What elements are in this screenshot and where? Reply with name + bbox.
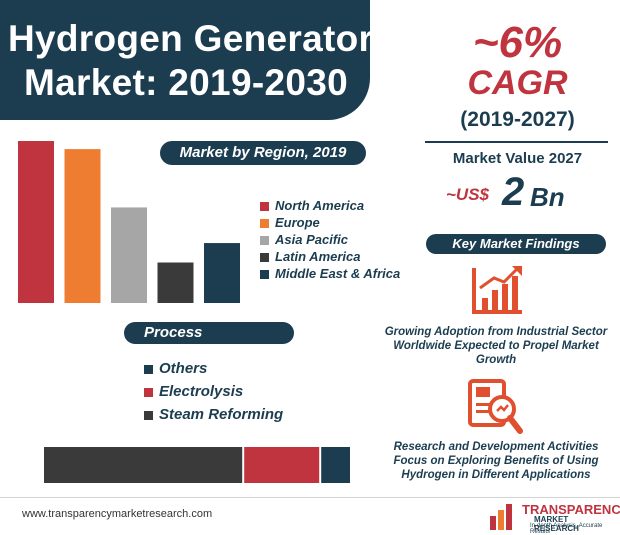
bar-latin-america (157, 262, 194, 303)
legend-label: Asia Pacific (275, 232, 348, 247)
legend-swatch (144, 388, 153, 397)
legend-swatch (260, 236, 269, 245)
title-line-2: Market: 2019-2030 (24, 62, 348, 103)
logo-line-2: MARKET RESEARCH (534, 515, 579, 533)
market-value-label: Market Value 2027 (452, 150, 583, 167)
bar-middle-east-africa (204, 243, 240, 303)
footer-url[interactable]: www.transparencymarketresearch.com (22, 508, 213, 520)
divider (425, 141, 608, 143)
cagr-period: (2019-2027) (460, 108, 575, 131)
bar-asia-pacific (111, 207, 147, 303)
legend-label: North America (275, 198, 365, 213)
legend-label: Middle East & Africa (275, 266, 401, 281)
region-bar-chart (18, 141, 240, 303)
market-value-number: 2 (502, 170, 525, 214)
findings-title: Key Market Findings (426, 234, 606, 254)
process-stacked-bar (44, 447, 350, 483)
legend-label: Latin America (275, 249, 361, 264)
logo-line-1: TRANSPARENCY (522, 502, 620, 517)
region-chart-title: Market by Region, 2019 (160, 141, 366, 165)
market-value-unit: Bn (530, 182, 565, 212)
legend-swatch (260, 202, 269, 211)
footer-divider (0, 497, 620, 498)
legend-label: Electrolysis (159, 383, 244, 400)
legend-swatch (260, 270, 269, 279)
research-document-icon (468, 379, 523, 434)
segment-steam-reforming (44, 447, 243, 483)
cagr-value: ~6% (472, 18, 563, 67)
segment-electrolysis (244, 447, 320, 483)
legend-swatch (144, 365, 153, 374)
title-line-1: Hydrogen Generator (8, 18, 374, 59)
legend-label: Steam Reforming (159, 406, 284, 423)
logo-mark-icon (490, 504, 512, 530)
legend-label: Europe (275, 215, 320, 230)
growth-chart-icon (472, 266, 522, 314)
process-title: Process (124, 322, 294, 344)
legend-swatch (260, 219, 269, 228)
title-banner: Hydrogen Generator Market: 2019-2030 (0, 0, 374, 120)
legend-swatch (144, 411, 153, 420)
legend-swatch (260, 253, 269, 262)
cagr-label: CAGR (467, 64, 568, 102)
segment-others (321, 447, 350, 483)
finding-2-text: Research and Development Activities Focu… (393, 441, 599, 481)
finding-1-text: Growing Adoption from Industrial Sector … (384, 326, 608, 366)
bar-north-america (18, 141, 54, 303)
company-logo: TRANSPARENCY MARKET RESEARCH In-depth An… (490, 500, 620, 535)
bar-europe (64, 149, 101, 303)
logo-tagline: In-depth Analysis. Accurate Results (530, 523, 603, 535)
legend-label: Others (159, 360, 208, 377)
market-value-prefix: ~US$ (446, 185, 489, 204)
